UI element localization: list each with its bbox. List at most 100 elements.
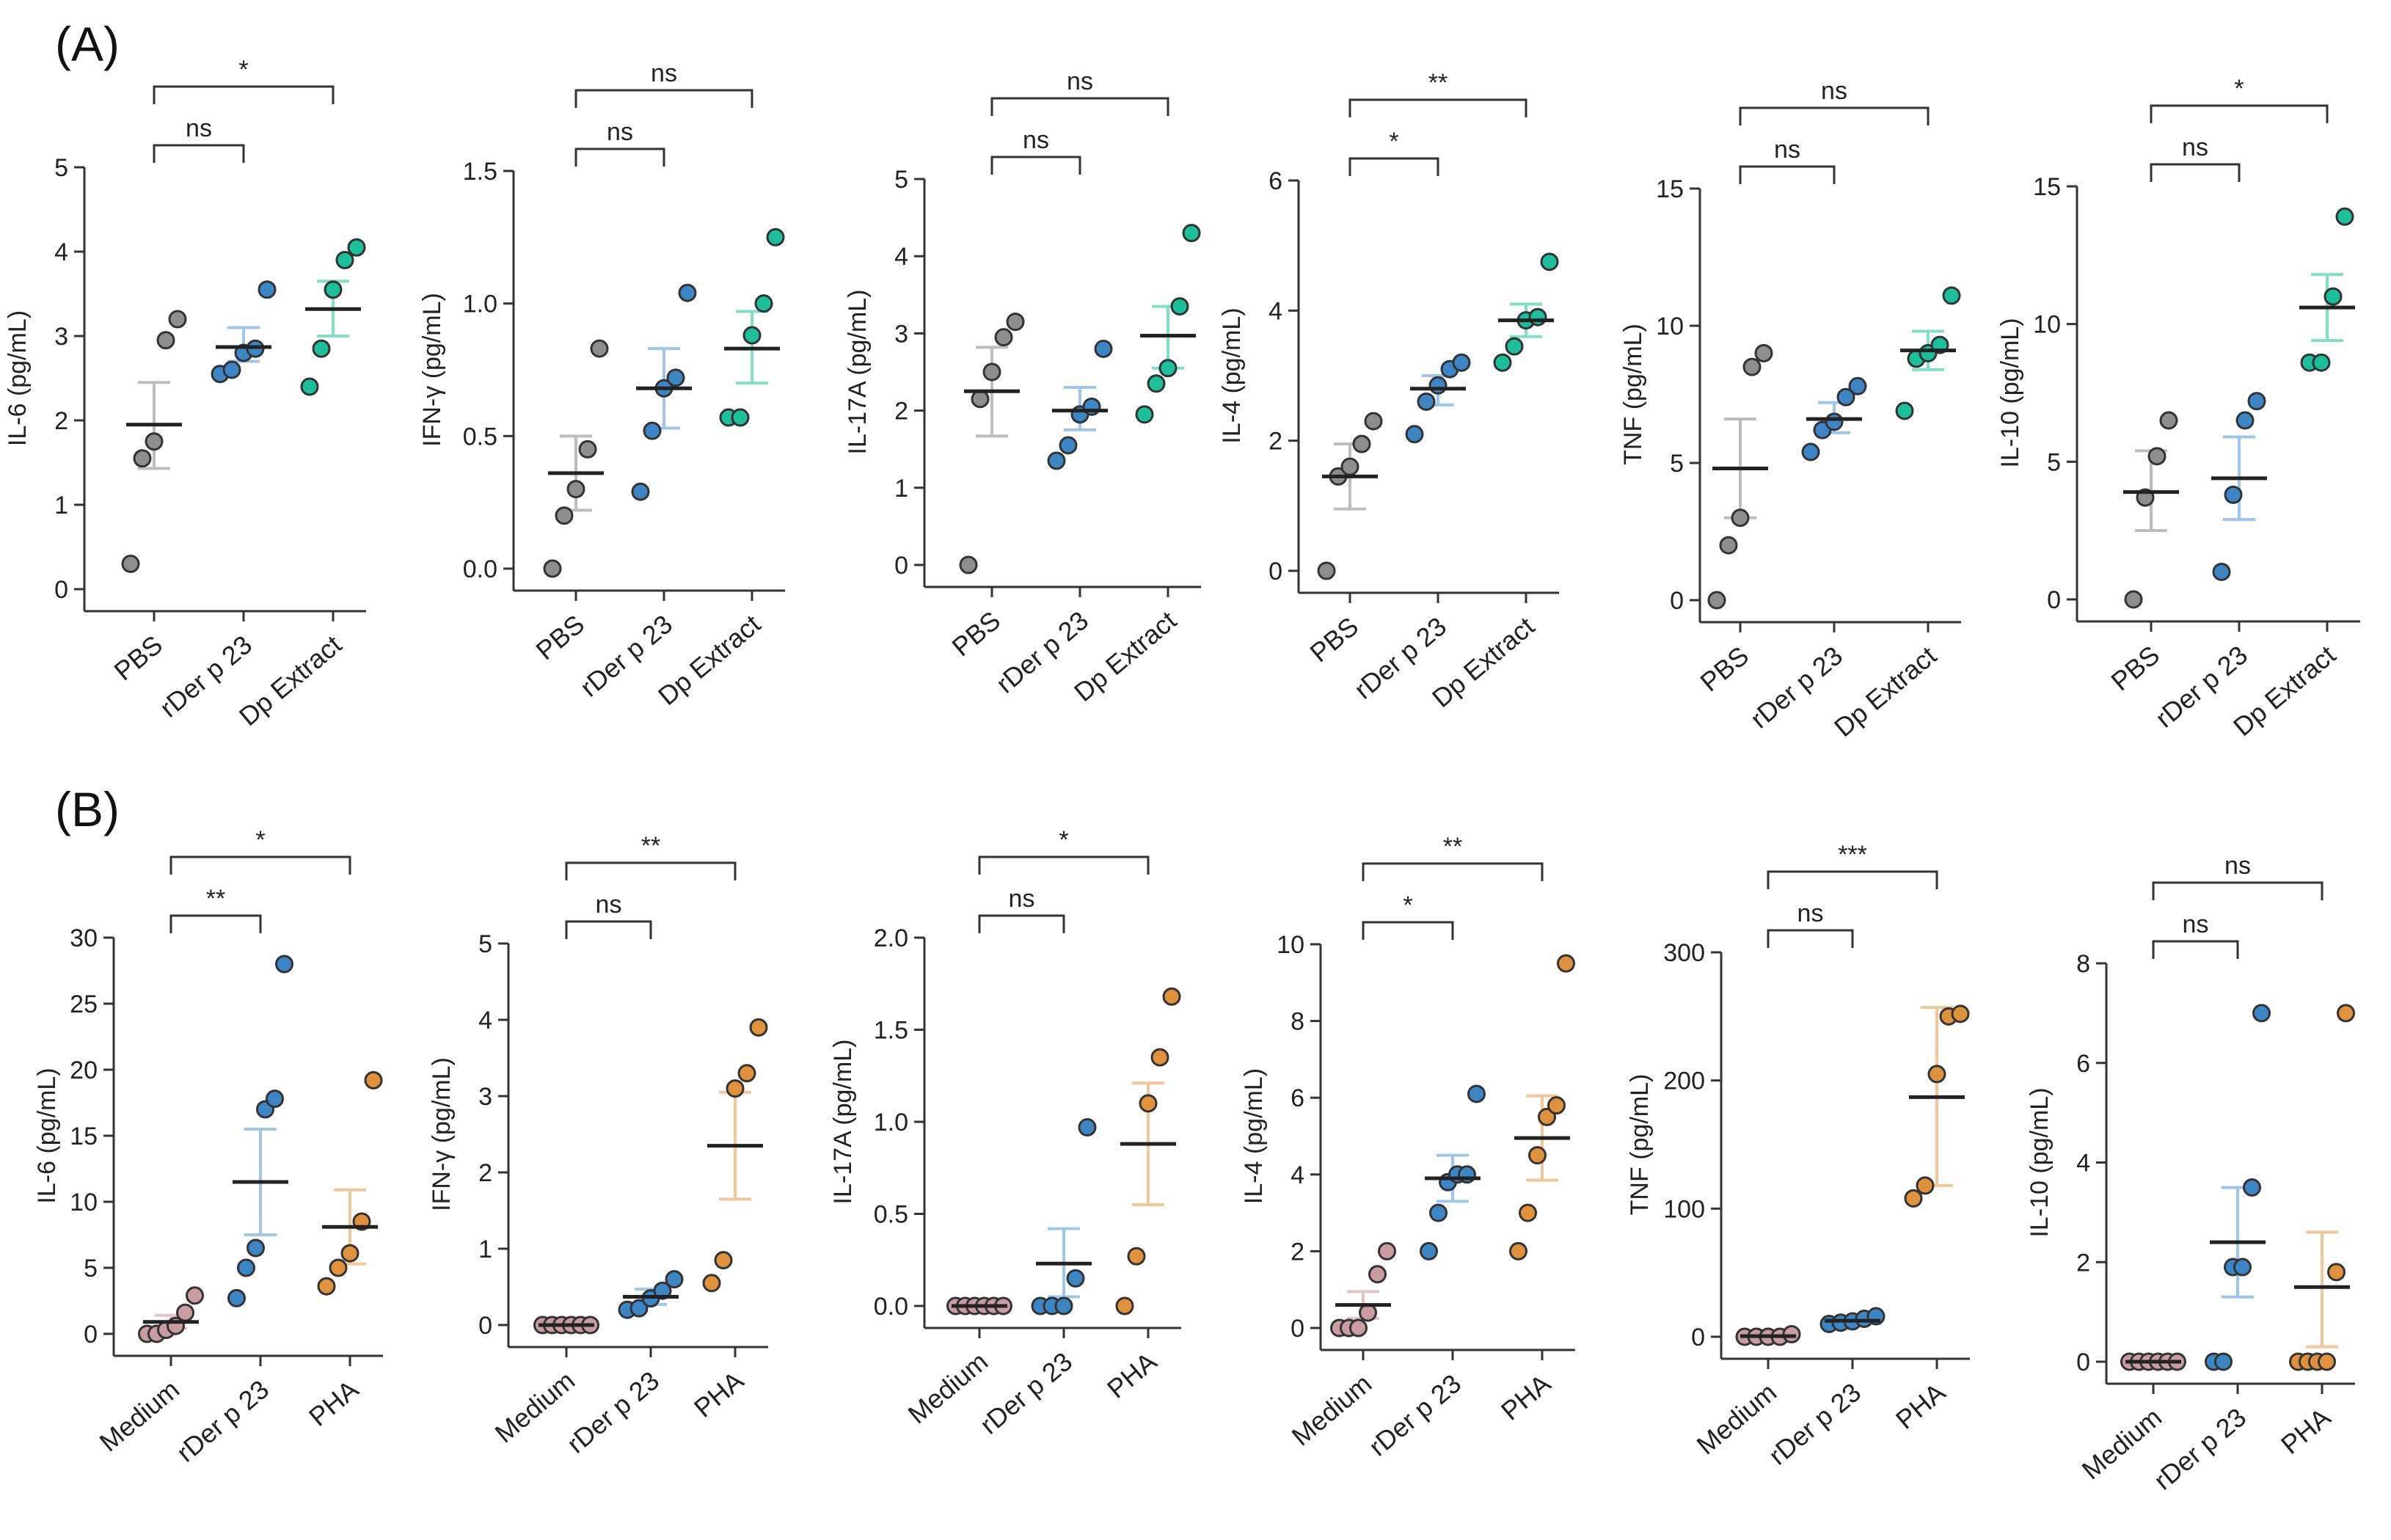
b-il-17a-bracket-line-1 (978, 855, 1150, 875)
b-il-17a-series-pha (1115, 987, 1181, 1315)
b-il-10-y-tick-label: 8 (2076, 950, 2090, 978)
b-il-6-data-point-rder-p-23 (237, 1258, 255, 1277)
a-il-10-significance-bracket-1: * (2150, 75, 2329, 123)
b-il-6-data-point-rder-p-23 (266, 1090, 284, 1109)
b-il-6-data-point-pha (364, 1070, 383, 1090)
a-il-17a-data-point-pbs (982, 362, 1001, 382)
a-il-10-data-point-rder-p-23 (2212, 562, 2231, 581)
a-il-4-data-point-rder-p-23 (1405, 425, 1424, 444)
a-il-4-series-pbs (1317, 412, 1383, 580)
a-il-4-data-point-pbs (1352, 434, 1371, 453)
a-il-6-data-point-pbs (156, 331, 175, 350)
b-il-10-data-point-rder-p-23 (2233, 1258, 2252, 1277)
b-il-4-data-point-pha (1509, 1241, 1527, 1260)
b-ifn-y-axis-label: IFN-γ (pg/mL) (428, 1057, 456, 1211)
a-il-10-bracket-label-0: ns (2182, 134, 2208, 161)
a-tnf-series-rder-p-23 (1801, 376, 1867, 461)
b-ifn-y-tick-label: 1 (478, 1236, 492, 1263)
b-tnf-x-tick-label-rder-p-23: rDer p 23 (1763, 1377, 1866, 1471)
b-il-4-significance-bracket-0: * (1362, 891, 1454, 940)
a-il-6-bracket-line-1 (153, 85, 335, 104)
a-il-17a-data-point-pbs (971, 390, 990, 409)
a-ifn-y-tick-label: 1.0 (463, 291, 497, 318)
b-il-6-significance-bracket-0: ** (169, 885, 262, 933)
a-tnf-data-point-rder-p-23 (1825, 412, 1844, 431)
a-il-4-data-point-dp-extract (1528, 307, 1547, 326)
b-il-4-data-point-rder-p-23 (1429, 1203, 1448, 1222)
b-il-6-data-point-medium (186, 1286, 204, 1305)
a-ifn-significance-bracket-0: ns (574, 118, 665, 167)
a-il-17a-significance-bracket-0: ns (990, 126, 1081, 175)
a-il-4-bracket-label-1: ** (1428, 69, 1448, 97)
a-il-10-series-dp-extract (2299, 207, 2355, 372)
b-ifn-data-point-pha (726, 1079, 745, 1098)
a-il-4-data-point-pbs (1317, 561, 1336, 580)
a-ifn-x-tick-label-pbs: PBS (530, 609, 591, 666)
b-il-17a-data-point-pha (1150, 1048, 1169, 1067)
a-ifn-series-rder-p-23 (631, 283, 697, 501)
a-il-6-data-point-pbs (133, 449, 152, 468)
a-il-4-data-point-pbs (1364, 412, 1383, 431)
a-tnf-x-tick-label-dp-extract: Dp Extract (1828, 641, 1942, 742)
b-il-10-data-point-pha (2327, 1263, 2346, 1282)
b-il-10-x-tick-label-rder-p-23: rDer p 23 (2148, 1402, 2252, 1496)
a-tnf-series-dp-extract (1895, 286, 1961, 420)
b-il-17a-x-tick-label-rder-p-23: rDer p 23 (974, 1346, 1078, 1440)
b-tnf-data-point-pha (1904, 1189, 1923, 1208)
b-tnf-y-tick-label: 200 (1663, 1068, 1705, 1095)
a-il-10-data-point-rder-p-23 (2224, 485, 2243, 504)
a-il-17a-data-point-dp-extract (1147, 374, 1166, 393)
b-il-10-y-tick-label: 6 (2076, 1050, 2090, 1078)
b-ifn-data-point-rder-p-23 (653, 1281, 672, 1300)
b-il-17a-y-tick-label: 0.0 (874, 1293, 908, 1321)
a-il-4-data-point-rder-p-23 (1428, 376, 1448, 395)
b-il-6-y-tick-label: 0 (84, 1321, 98, 1349)
b-il-17a-bracket-label-0: ns (1009, 885, 1035, 913)
a-il-17a-x-tick-label-pbs: PBS (946, 605, 1007, 663)
b-il-17a-y-tick-label: 1.0 (874, 1109, 908, 1136)
b-il-4-y-tick-label: 8 (1291, 1008, 1304, 1036)
b-il-17a-data-point-rder-p-23 (1066, 1269, 1085, 1288)
b-il-4-bracket-label-0: * (1403, 891, 1412, 919)
a-il-6-data-point-dp-extract (347, 238, 366, 257)
b-il-17a-data-point-pha (1127, 1247, 1146, 1266)
a-il-17a-data-point-rder-p-23 (1059, 436, 1078, 455)
a-ifn-data-point-pbs (590, 339, 609, 358)
b-il-10-series-medium (2120, 1352, 2186, 1371)
a-ifn-data-point-rder-p-23 (666, 368, 685, 387)
b-il-4-data-point-pha (1528, 1146, 1547, 1165)
b-il-4-significance-bracket-1: ** (1362, 833, 1544, 881)
b-il-10-y-tick-label: 4 (2076, 1150, 2090, 1178)
a-il-4-data-point-pbs (1340, 457, 1359, 476)
a-tnf-y-axis-label: TNF (pg/mL) (1619, 324, 1647, 465)
a-ifn-series-pbs (543, 339, 609, 578)
b-tnf-y-axis-label: TNF (pg/mL) (1626, 1074, 1654, 1216)
b-il-10-series-pha (2289, 1004, 2355, 1371)
b-ifn-x-tick-label-pha: PHA (688, 1365, 749, 1423)
a-il-4-bracket-line-1 (1348, 98, 1527, 117)
b-il-4-y-tick-label: 6 (1291, 1084, 1304, 1112)
a-il-6-data-point-dp-extract (324, 280, 343, 299)
a-ifn-y-tick-label: 0.5 (463, 423, 497, 450)
a-il-17a-y-tick-label: 4 (894, 243, 908, 271)
b-il-17a-y-tick-label: 1.5 (874, 1017, 908, 1045)
a-ifn-data-point-pbs (566, 480, 585, 499)
a-tnf-data-point-dp-extract (1895, 401, 1914, 420)
a-il-4-y-tick-label: 2 (1268, 428, 1282, 456)
b-il-10-bracket-label-0: ns (2183, 911, 2209, 938)
b-il-4-data-point-pha (1538, 1107, 1556, 1126)
a-tnf-bracket-label-1: ns (1821, 77, 1847, 105)
b-il-4-x-tick-label-rder-p-23: rDer p 23 (1363, 1368, 1467, 1462)
b-il-4-data-point-pha (1519, 1203, 1537, 1222)
b-tnf-bracket-label-1: *** (1838, 841, 1867, 869)
a-il-17a-series-rder-p-23 (1047, 339, 1113, 470)
a-il-6-significance-bracket-0: ns (153, 114, 245, 163)
b-ifn-y-tick-label: 3 (478, 1083, 492, 1111)
a-il-6-data-point-pbs (145, 432, 164, 451)
a-il-10-data-point-dp-extract (2312, 353, 2331, 372)
a-tnf-y-tick-label: 5 (1670, 450, 1684, 478)
b-il-4-y-tick-label: 4 (1291, 1161, 1304, 1189)
a-il-4-data-point-dp-extract (1493, 353, 1512, 372)
